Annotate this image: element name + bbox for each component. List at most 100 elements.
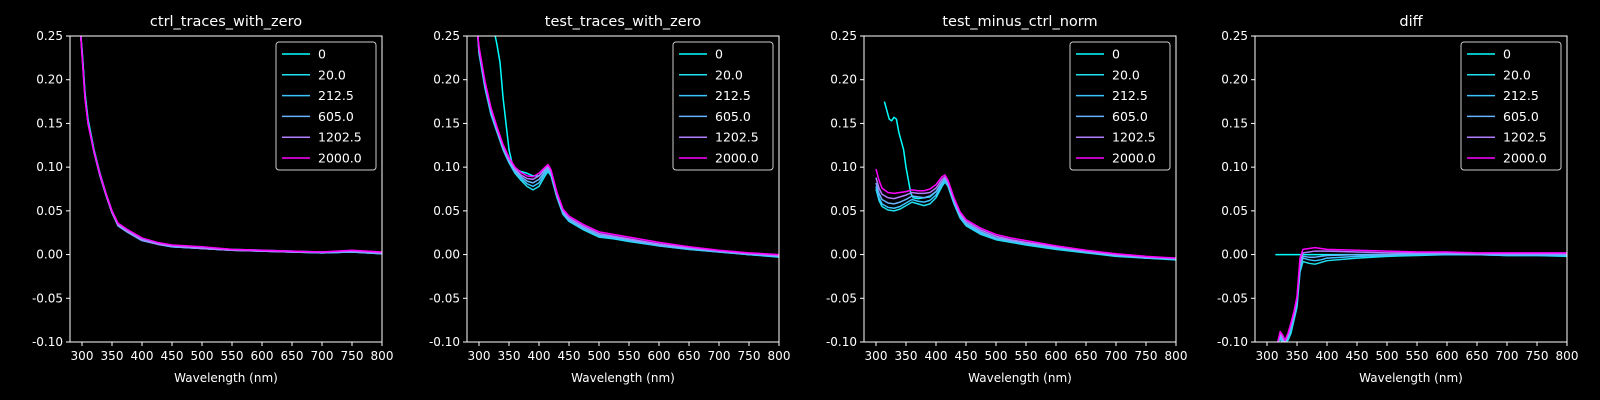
x-tick-label: 700 [1496,349,1519,363]
axes-frame [1254,35,1568,343]
x-tick-label: 400 [1316,349,1339,363]
legend-label: 212.5 [318,88,354,103]
x-tick-label: 500 [191,349,214,363]
series-group [1275,246,1567,342]
legend-label: 0 [715,47,723,62]
y-tick-label: -0.10 [1217,335,1248,349]
legend-label: 0 [1112,47,1120,62]
x-axis-label: Wavelength (nm) [571,371,675,385]
y-tick-label: 0.15 [36,116,63,130]
x-tick-label: 500 [985,349,1008,363]
y-tick-label: 0.00 [1221,248,1248,262]
legend-label: 1202.5 [1112,130,1156,145]
y-tick-label: 0.05 [433,204,460,218]
legend: 0 20.0 212.5 605.0 1202.5 2000.0 [672,41,774,171]
y-tick-label: 0.05 [36,204,63,218]
x-tick-label: 700 [1105,349,1128,363]
legend-label: 2000.0 [318,151,362,166]
series-line-2000.0 [477,36,779,256]
y-tick-label: 0.00 [830,248,857,262]
series-line-212.5 [875,179,1176,260]
y-tick-label: 0.10 [433,160,460,174]
legend-label: 605.0 [1112,109,1148,124]
x-tick-label: 600 [251,349,274,363]
y-tick-label: 0.05 [1221,204,1248,218]
panel-3: 300 350 400 450 500 550 600 650 700 750 800 -0.10 -0… [826,14,1188,385]
series-line-2000.0 [875,168,1176,259]
legend-label: 2000.0 [715,151,759,166]
series-group [875,101,1176,261]
series-line-20.0 [875,181,1176,261]
y-tick-label: 0.15 [433,116,460,130]
x-axis-label: Wavelength (nm) [174,371,278,385]
legend-label: 1202.5 [1503,130,1547,145]
axes-frame [69,35,383,343]
x-tick-label: 550 [221,349,244,363]
y-tick-label: -0.05 [826,291,857,305]
legend-label: 20.0 [318,67,346,82]
x-tick-label: 450 [955,349,978,363]
legend-label: 212.5 [1503,88,1539,103]
series-line-1202.5 [875,176,1176,259]
x-tick-label: 450 [1346,349,1369,363]
legend: 0 20.0 212.5 605.0 1202.5 2000.0 [1460,41,1562,171]
x-tick-label: 500 [588,349,611,363]
y-tick-label: 0.20 [830,73,857,87]
x-tick-label: 300 [71,349,94,363]
y-tick-label: 0.10 [36,160,63,174]
y-tick-label: 0.25 [830,29,857,43]
x-tick-label: 800 [1556,349,1579,363]
chart-title: diff [1399,14,1423,30]
x-tick-label: 350 [498,349,521,363]
legend-label: 0 [318,47,326,62]
x-tick-label: 400 [925,349,948,363]
legend-box [1460,41,1562,171]
x-tick-label: 700 [311,349,334,363]
x-tick-label: 800 [1165,349,1188,363]
x-tick-label: 300 [468,349,491,363]
legend-label: 605.0 [318,109,354,124]
legend-label: 605.0 [1503,109,1539,124]
x-tick-label: 450 [161,349,184,363]
legend-label: 1202.5 [715,130,759,145]
legend-label: 605.0 [715,109,751,124]
x-tick-label: 600 [1436,349,1459,363]
legend-label: 2000.0 [1503,151,1547,166]
y-tick-label: -0.05 [32,291,63,305]
y-tick-label: 0.25 [1221,29,1248,43]
legend: 0 20.0 212.5 605.0 1202.5 2000.0 [1069,41,1171,171]
y-tick-label: 0.05 [830,204,857,218]
y-tick-label: 0.00 [36,248,63,262]
x-tick-label: 300 [865,349,888,363]
panel-1: 300 350 400 450 500 550 600 650 700 750 800 -0.10 -0… [32,14,394,385]
legend-label: 20.0 [1112,67,1140,82]
y-tick-label: -0.05 [429,291,460,305]
x-tick-label: 750 [1526,349,1549,363]
legend-label: 20.0 [715,67,743,82]
y-tick-label: 0.20 [36,73,63,87]
y-tick-label: 0.20 [433,73,460,87]
chart-title: test_minus_ctrl_norm [942,14,1097,30]
x-tick-label: 400 [131,349,154,363]
chart-title: test_traces_with_zero [545,14,702,30]
x-tick-label: 700 [708,349,731,363]
legend-label: 20.0 [1503,67,1531,82]
x-tick-label: 450 [558,349,581,363]
x-tick-label: 550 [1015,349,1038,363]
x-tick-label: 750 [1135,349,1158,363]
y-tick-label: 0.10 [830,160,857,174]
series-line-605.0 [875,177,1176,260]
series-line-2000.0 [1277,246,1567,342]
y-tick-label: -0.10 [32,335,63,349]
x-tick-label: 800 [371,349,394,363]
y-tick-label: 0.00 [433,248,460,262]
x-axis-label: Wavelength (nm) [1359,371,1463,385]
legend-box [672,41,774,171]
y-tick-label: 0.25 [433,29,460,43]
series-group [477,36,779,258]
x-tick-label: 650 [1075,349,1098,363]
series-group [80,36,382,255]
x-tick-label: 650 [1466,349,1489,363]
